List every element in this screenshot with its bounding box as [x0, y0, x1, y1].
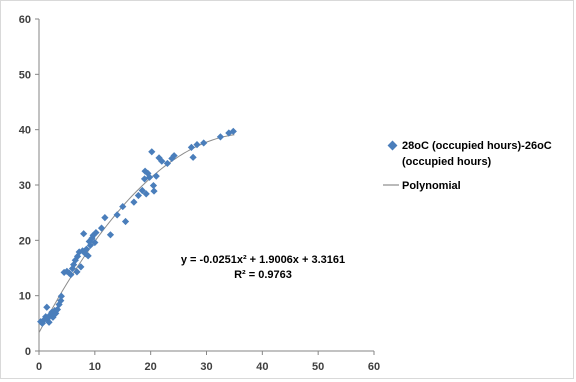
data-point — [38, 319, 46, 327]
data-point — [150, 187, 158, 195]
y-tick-label: 50 — [19, 69, 31, 81]
data-point — [77, 263, 85, 271]
tick-labels: 0 10 20 30 40 50 60 0 10 20 30 40 50 60 — [19, 14, 380, 373]
data-point — [40, 316, 48, 324]
data-point — [42, 313, 50, 321]
data-point — [142, 190, 150, 198]
r-squared-label: R² = 0.9763 — [234, 269, 292, 281]
x-tick-label: 0 — [36, 361, 42, 373]
chart-legend: 28oC (occupied hours)-26oC (occupied hou… — [383, 140, 552, 192]
data-point — [73, 268, 81, 276]
x-tick-label: 40 — [256, 361, 268, 373]
y-tick-label: 30 — [19, 180, 31, 192]
data-point — [193, 141, 201, 149]
data-point — [55, 300, 63, 309]
x-tick-label: 30 — [200, 361, 212, 373]
data-point — [158, 157, 166, 165]
data-point — [187, 143, 196, 151]
data-point — [170, 152, 178, 160]
trendline-equation: y = -0.0251x² + 1.9006x + 3.3161 — [181, 254, 345, 266]
data-point — [145, 173, 154, 181]
data-point — [121, 217, 130, 226]
data-point — [97, 224, 106, 232]
polynomial-trendline-group — [38, 134, 235, 333]
x-tick-label: 20 — [145, 361, 157, 373]
data-point — [163, 159, 172, 168]
data-point — [82, 245, 91, 253]
y-tick-label: 0 — [25, 346, 31, 358]
data-point — [57, 292, 65, 300]
data-point — [91, 238, 99, 247]
data-point — [71, 256, 79, 264]
data-point — [106, 231, 115, 239]
data-point — [229, 127, 237, 135]
data-point — [80, 230, 88, 238]
legend-entry-series-line1: 28oC (occupied hours)-26oC — [402, 140, 552, 152]
chart-axes — [35, 18, 375, 355]
legend-marker-diamond — [387, 140, 398, 151]
data-point — [57, 297, 65, 305]
data-point — [43, 303, 51, 311]
data-point — [189, 153, 197, 161]
data-point — [45, 318, 53, 326]
data-point — [101, 214, 109, 222]
data-point — [49, 313, 57, 321]
data-point — [60, 268, 68, 277]
polynomial-trendline — [38, 134, 235, 333]
data-point — [148, 148, 156, 156]
data-point — [86, 241, 94, 249]
y-tick-label: 60 — [19, 14, 31, 26]
data-point — [152, 172, 160, 180]
x-tick-label: 10 — [89, 361, 101, 373]
data-point — [67, 271, 75, 279]
data-point — [216, 133, 225, 141]
y-tick-label: 10 — [19, 291, 31, 303]
data-point — [138, 186, 146, 195]
data-point — [51, 307, 59, 315]
data-point — [92, 228, 100, 237]
data-point — [149, 181, 158, 190]
x-tick-label: 50 — [312, 361, 324, 373]
data-point — [84, 252, 92, 260]
data-point — [113, 211, 121, 219]
data-point — [119, 202, 127, 211]
data-point — [134, 191, 142, 200]
y-tick-label: 40 — [19, 125, 31, 137]
data-point — [200, 139, 208, 147]
data-point — [130, 198, 138, 206]
legend-entry-series-line2: (occupied hours) — [402, 156, 492, 168]
y-tick-label: 20 — [19, 235, 31, 247]
data-points — [37, 127, 237, 327]
x-tick-label: 60 — [368, 361, 380, 373]
data-point — [68, 264, 77, 273]
legend-entry-polynomial: Polynomial — [402, 180, 461, 192]
